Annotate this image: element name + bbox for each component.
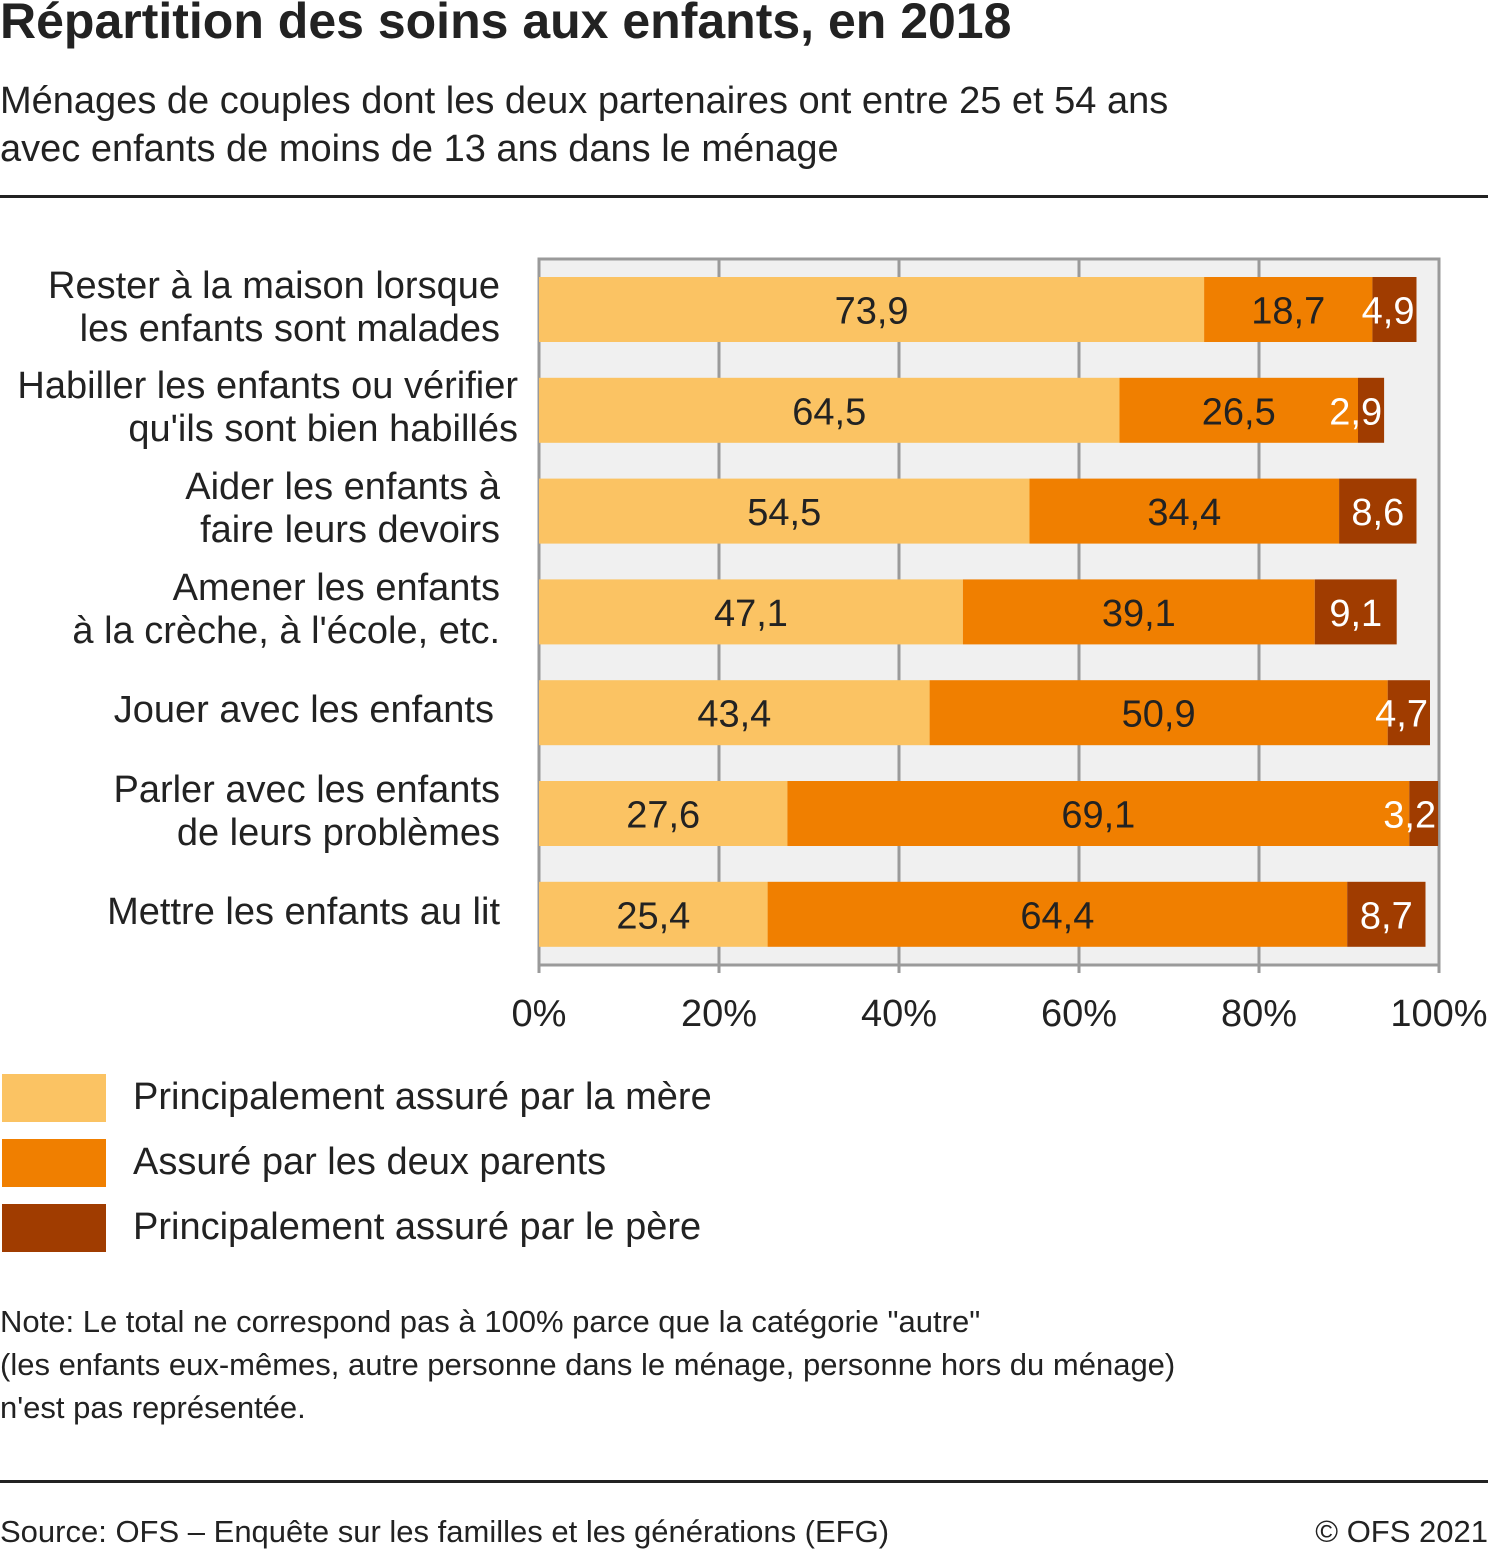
data-label: 39,1 xyxy=(1102,593,1176,635)
x-tick-label: 60% xyxy=(1041,993,1117,1035)
source-text: Source: OFS – Enquête sur les familles e… xyxy=(0,1514,890,1549)
copyright-text: © OFS 2021 xyxy=(1315,1514,1488,1549)
legend-label-mother: Principalement assuré par la mère xyxy=(133,1076,712,1118)
note-line-1: Note: Le total ne correspond pas à 100% … xyxy=(0,1304,981,1339)
bar-segment xyxy=(539,277,1205,342)
data-label: 47,1 xyxy=(714,593,788,635)
bar-segment xyxy=(539,377,1120,443)
data-label: 73,9 xyxy=(835,291,909,333)
chart-subtitle-line-2: avec enfants de moins de 13 ans dans le … xyxy=(0,128,839,170)
data-label: 8,6 xyxy=(1351,492,1404,534)
legend-swatch-both xyxy=(2,1139,106,1187)
data-label: 18,7 xyxy=(1251,291,1325,333)
bar-segment xyxy=(767,881,1348,947)
bar-segment xyxy=(539,680,930,746)
legend-swatch-father xyxy=(2,1204,106,1252)
bar-segment xyxy=(539,881,768,947)
x-tick-label: 80% xyxy=(1221,993,1297,1035)
bar-segment xyxy=(539,579,963,645)
category-label: Parler avec les enfants de leurs problèm… xyxy=(113,768,500,854)
category-label: Habiller les enfants ou vérifier qu'ils … xyxy=(17,365,518,451)
bar-segment xyxy=(1339,478,1417,544)
data-label: 2,9 xyxy=(1329,391,1382,433)
data-label: 4,7 xyxy=(1375,694,1428,736)
data-label: 26,5 xyxy=(1202,391,1276,433)
category-label: Amener les enfants à la crèche, à l'écol… xyxy=(72,566,500,652)
note-line-2: (les enfants eux-mêmes, autre personne d… xyxy=(0,1347,1176,1382)
data-label: 8,7 xyxy=(1360,895,1413,937)
bar-segment xyxy=(539,781,788,846)
bottom-divider xyxy=(0,1480,1488,1483)
category-label: Aider les enfants à faire leurs devoirs xyxy=(185,466,500,552)
chart-subtitle-line-1: Ménages de couples dont les deux partena… xyxy=(0,80,1169,122)
data-label: 34,4 xyxy=(1147,492,1221,534)
bar-segment xyxy=(1347,881,1426,947)
data-label: 43,4 xyxy=(697,694,771,736)
bar-segment xyxy=(1358,377,1385,443)
x-tick-label: 20% xyxy=(681,993,757,1035)
data-label: 25,4 xyxy=(616,895,690,937)
data-label: 54,5 xyxy=(747,492,821,534)
category-label: Rester à la maison lorsque les enfants s… xyxy=(48,264,500,350)
data-label: 50,9 xyxy=(1122,694,1196,736)
category-label: Jouer avec les enfants xyxy=(113,689,494,732)
data-label: 64,4 xyxy=(1020,895,1094,937)
bar-segment xyxy=(1387,680,1430,746)
data-label: 9,1 xyxy=(1329,593,1382,635)
category-label: Mettre les enfants au lit xyxy=(107,890,500,933)
data-label: 4,9 xyxy=(1362,291,1415,333)
bar-segment xyxy=(1119,377,1358,443)
note-line-3: n'est pas représentée. xyxy=(0,1390,306,1425)
legend-label-both: Assuré par les deux parents xyxy=(133,1141,607,1183)
bar-chart: 0% 20% 40% 60% 80% 100% 73,9 18,7 4,9 64,5 26,5 2,9… xyxy=(512,257,1488,1035)
legend-label-father: Principalement assuré par le père xyxy=(133,1206,702,1248)
bar-segment xyxy=(1204,277,1373,342)
bar-segment xyxy=(1372,277,1417,342)
data-label: 27,6 xyxy=(626,795,700,837)
x-tick-label: 100% xyxy=(1390,993,1487,1035)
bar-segment xyxy=(1314,579,1397,645)
chart-title: Répartition des soins aux enfants, en 20… xyxy=(0,0,1012,49)
x-tick-label: 0% xyxy=(512,993,567,1035)
bar-segment xyxy=(929,680,1388,746)
bar-segment xyxy=(1409,781,1439,846)
bar-segment xyxy=(539,478,1030,544)
x-tick-label: 40% xyxy=(861,993,937,1035)
data-label: 3,2 xyxy=(1383,795,1436,837)
bar-segment xyxy=(1029,478,1340,544)
legend-swatch-mother xyxy=(2,1074,106,1122)
bar-segment xyxy=(962,579,1315,645)
data-label: 69,1 xyxy=(1061,795,1135,837)
data-label: 64,5 xyxy=(792,391,866,433)
bar-segment xyxy=(787,781,1410,846)
top-divider xyxy=(0,195,1488,198)
